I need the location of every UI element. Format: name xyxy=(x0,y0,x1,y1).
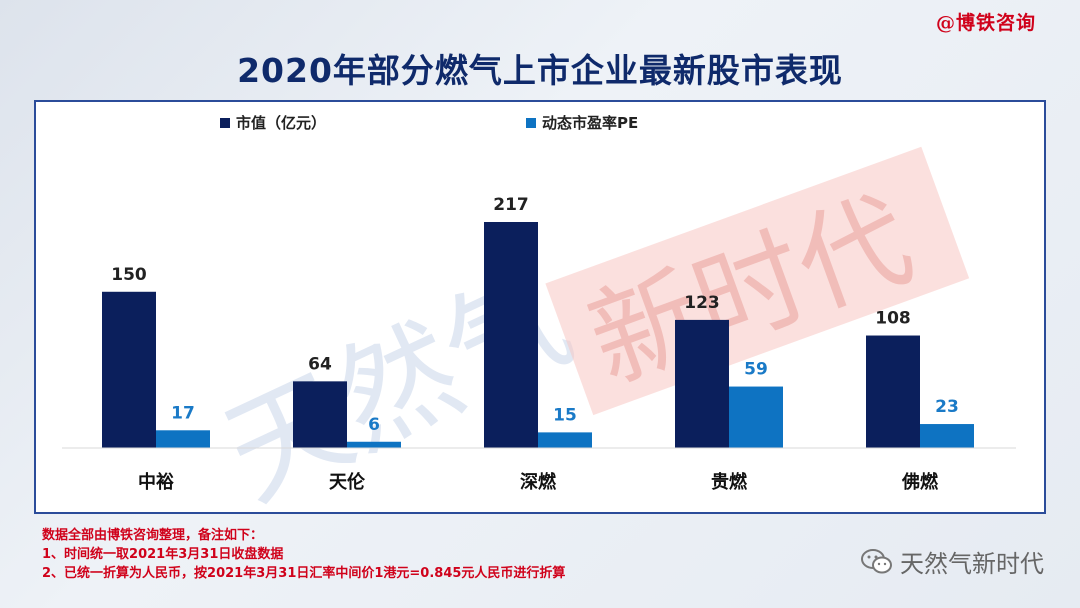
category-label: 深燃 xyxy=(520,471,557,493)
bar xyxy=(866,335,920,448)
account-name: 天然气新时代 xyxy=(900,550,1044,578)
data-label: 6 xyxy=(368,415,380,435)
data-label: 15 xyxy=(553,405,577,425)
data-label: 59 xyxy=(744,360,768,380)
bar xyxy=(293,381,347,448)
bar xyxy=(538,432,592,448)
bar xyxy=(729,386,783,448)
category-label: 天伦 xyxy=(329,471,366,493)
bars xyxy=(102,222,974,448)
bar xyxy=(102,291,156,448)
footnote-line: 2、已统一折算为人民币，按2021年3月31日汇率中间价1港元=0.845元人民… xyxy=(42,566,566,581)
legend-label: 动态市盈率PE xyxy=(542,114,638,132)
data-label: 64 xyxy=(308,354,332,374)
data-label: 23 xyxy=(935,397,959,417)
data-label: 217 xyxy=(493,195,529,215)
category-label: 贵燃 xyxy=(711,471,748,493)
bar xyxy=(347,441,401,448)
bar xyxy=(484,222,538,448)
data-label: 108 xyxy=(875,309,911,329)
data-label: 17 xyxy=(171,403,195,423)
data-label: 123 xyxy=(684,293,720,313)
wechat-icon xyxy=(861,548,892,573)
account-badge: 天然气新时代 xyxy=(860,544,1044,579)
legend: 市值（亿元） 动态市盈率PE xyxy=(220,114,638,132)
footnote-line: 数据全部由博铁咨询整理，备注如下： xyxy=(42,528,264,543)
legend-swatch xyxy=(220,118,230,128)
brand-label: @博铁咨询 xyxy=(935,12,1036,34)
data-label: 150 xyxy=(111,265,147,285)
bar-chart: 天然气 新时代 市值（亿元） 动态市盈率PE 150 17 中裕 64 6 天伦 217 15 深… xyxy=(62,114,1016,512)
legend-label: 市值（亿元） xyxy=(236,114,326,132)
legend-swatch xyxy=(526,118,536,128)
category-label: 佛燃 xyxy=(901,471,939,493)
footnote-line: 1、时间统一取2021年3月31日收盘数据 xyxy=(42,547,284,562)
watermark-banner xyxy=(545,146,970,416)
watermark: 天然气 新时代 xyxy=(206,146,970,512)
chart-title: 2020年部分燃气上市企业最新股市表现 xyxy=(237,51,843,90)
bar xyxy=(156,430,210,448)
footnotes: 数据全部由博铁咨询整理，备注如下： 1、时间统一取2021年3月31日收盘数据 … xyxy=(42,526,565,583)
category-label: 中裕 xyxy=(138,471,174,493)
bar xyxy=(920,424,974,448)
chart-panel: 天然气 新时代 市值（亿元） 动态市盈率PE 150 17 中裕 64 6 天伦 217 15 深… xyxy=(34,100,1046,514)
bar xyxy=(675,319,729,448)
labels: 150 17 中裕 64 6 天伦 217 15 深燃 123 59 贵燃 108 23 佛燃 xyxy=(111,195,959,493)
